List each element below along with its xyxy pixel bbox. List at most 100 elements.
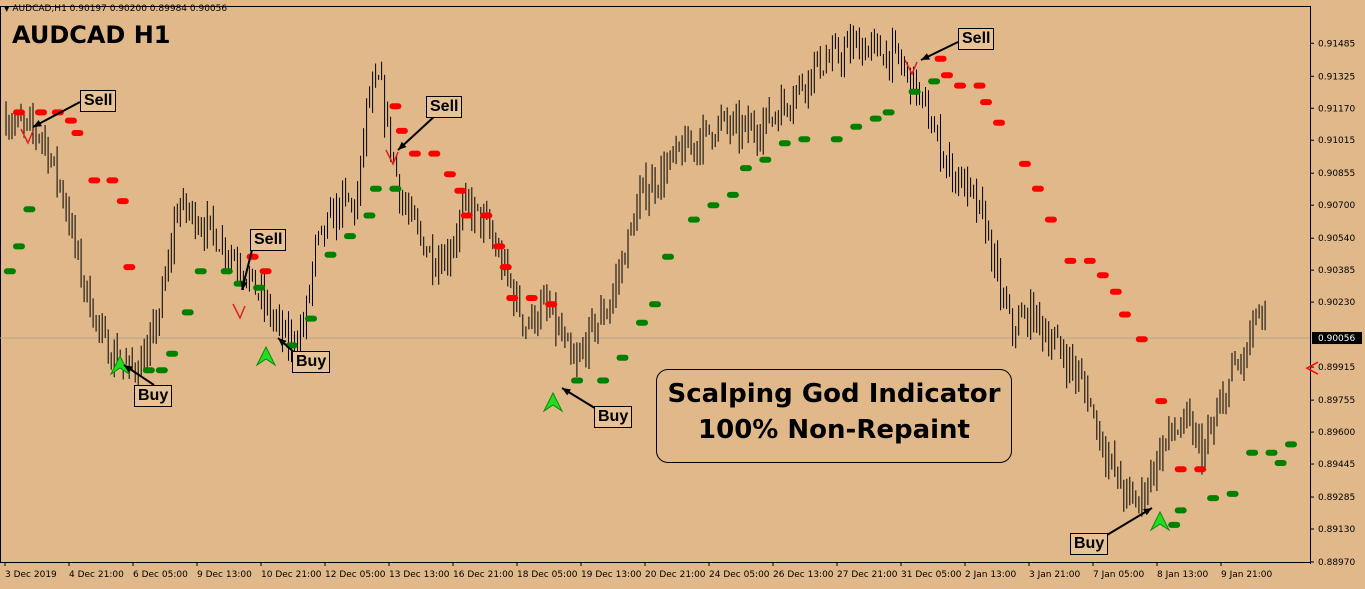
sell-signal-dot <box>454 187 467 194</box>
buy-signal-dot <box>882 109 895 116</box>
x-tick-label: 24 Dec 05:00 <box>709 570 770 580</box>
x-tick-label: 4 Dec 21:00 <box>69 570 124 580</box>
sell-label-1: Sell <box>80 90 117 112</box>
sell-signal-dot <box>259 268 272 275</box>
sell-signal-dot <box>64 117 77 124</box>
buy-signal-dot <box>636 319 648 326</box>
buy-signal-dot <box>571 377 584 384</box>
sell-signal-dot <box>1109 288 1122 295</box>
annotation-arrowhead <box>124 365 133 373</box>
sell-signal-dot <box>71 130 84 136</box>
sell-signal-dot <box>499 264 512 271</box>
annotation-arrowhead <box>278 338 287 347</box>
x-tick-label: 12 Dec 05:00 <box>325 570 386 580</box>
sell-signal-dot <box>51 109 64 116</box>
x-tick-label: 7 Jan 05:00 <box>1093 570 1145 580</box>
buy-signal-dot <box>1168 521 1181 528</box>
buy-signal-dot <box>369 185 382 192</box>
sell-signal-dot <box>428 150 441 157</box>
buy-signal-dot <box>166 350 179 357</box>
annotation-arrowhead <box>33 120 42 127</box>
sell-signal-dot <box>443 171 456 178</box>
buy-signal-dot <box>1246 449 1259 456</box>
sell-signal-dot <box>88 177 101 184</box>
annotation-arrowhead <box>921 53 930 60</box>
annotation-pointer <box>397 113 438 151</box>
sell-signal-dot <box>525 295 538 301</box>
x-tick-label: 9 Jan 21:00 <box>1221 570 1273 580</box>
symbol-info-line: ▼ AUDCAD,H1 0.90197 0.90200 0.89984 0.900… <box>4 4 227 14</box>
buy-signal-dot <box>662 253 674 260</box>
buy-signal-dot <box>194 268 207 275</box>
y-tick-label: 0.89915 <box>1318 363 1355 373</box>
promo-title: Scalping God Indicator <box>667 379 1001 409</box>
sell-signal-dot <box>1083 257 1096 264</box>
x-tick-label: 20 Dec 21:00 <box>645 570 706 580</box>
buy-signal-dot <box>798 136 811 143</box>
buy-signal-dot <box>13 243 25 250</box>
buy-signal-dot <box>324 251 337 258</box>
buy-signal-dot <box>726 191 739 198</box>
buy-signal-dot <box>1285 441 1297 448</box>
sell-signal-dot <box>993 119 1005 126</box>
buy-label-4: Buy <box>1070 533 1109 555</box>
annotation-pointer <box>1106 507 1153 536</box>
sell-signal-dot <box>480 212 493 219</box>
y-tick-label: 0.91015 <box>1318 136 1355 146</box>
buy-signal-dot <box>363 212 376 219</box>
buy-label-1: Buy <box>134 385 173 407</box>
sell-arrow-icon <box>20 128 34 145</box>
sell-signal-dot <box>1118 311 1131 318</box>
sell-signal-dot <box>1135 336 1148 343</box>
y-tick-label: 0.90700 <box>1318 201 1355 211</box>
y-tick-label: 0.89600 <box>1318 428 1355 438</box>
buy-arrow-icon <box>542 391 564 413</box>
sell-signal-dot <box>246 253 259 260</box>
sell-signal-dot <box>954 82 966 89</box>
x-tick-label: 3 Jan 21:00 <box>1029 570 1081 580</box>
buy-signal-dot <box>220 268 233 275</box>
buy-signal-dot <box>181 309 194 316</box>
y-tick-label: 0.89755 <box>1318 396 1355 406</box>
y-tick-label: 0.91325 <box>1318 72 1355 82</box>
x-tick-label: 18 Dec 05:00 <box>517 570 578 580</box>
buy-arrow-icon <box>109 354 131 376</box>
buy-signal-dot <box>908 88 921 95</box>
promo-subtitle: 100% Non-Repaint <box>698 415 970 445</box>
sell-signal-dot <box>1194 466 1207 473</box>
y-tick-label: 0.90385 <box>1318 266 1355 276</box>
symbol-quote-text: AUDCAD,H1 0.90197 0.90200 0.89984 0.9005… <box>12 4 228 14</box>
sell-signal-dot <box>389 103 402 110</box>
buy-signal-dot <box>778 140 791 147</box>
y-tick-label: 0.89285 <box>1318 493 1355 503</box>
buy-signal-dot <box>23 206 36 213</box>
dropdown-triangle-icon[interactable]: ▼ <box>4 5 10 13</box>
buy-signal-dot <box>759 156 772 163</box>
x-tick-label: 31 Dec 05:00 <box>901 570 962 580</box>
y-tick-label: 0.90230 <box>1318 298 1355 308</box>
buy-signal-dot <box>389 185 402 192</box>
x-tick-label: 9 Dec 13:00 <box>197 570 252 580</box>
sell-label-2: Sell <box>250 229 287 251</box>
x-tick-label: 16 Dec 21:00 <box>453 570 514 580</box>
buy-signal-dot <box>707 202 720 209</box>
current-price-tag <box>1312 332 1362 345</box>
sell-signal-dot <box>941 72 953 79</box>
y-tick-label: 0.89130 <box>1318 525 1355 535</box>
sell-signal-dot <box>1096 272 1109 279</box>
sell-signal-dot <box>1174 466 1187 473</box>
sell-arrow-icon <box>385 149 399 166</box>
sell-signal-dot <box>123 264 136 271</box>
buy-signal-dot <box>305 315 317 322</box>
sell-signal-dot <box>116 198 129 205</box>
y-tick-label: 0.89445 <box>1318 460 1355 470</box>
x-tick-label: 8 Jan 13:00 <box>1157 570 1209 580</box>
sell-signal-dot <box>460 212 473 219</box>
sell-signal-dot <box>1155 398 1168 405</box>
sell-signal-dot <box>493 243 506 250</box>
sell-signal-dot <box>395 127 408 134</box>
annotation-arrowhead <box>1143 508 1152 516</box>
buy-signal-dot <box>739 165 752 172</box>
